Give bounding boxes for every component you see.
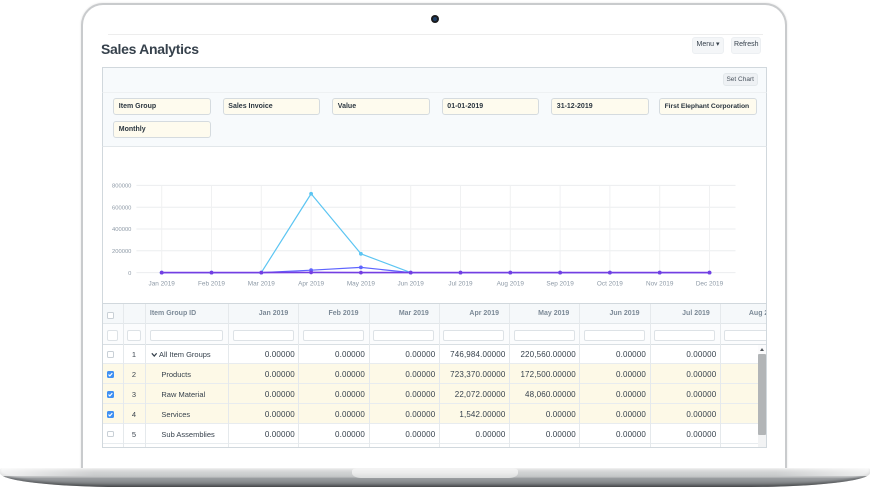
svg-text:400000: 400000 — [112, 227, 131, 233]
svg-text:Jul 2019: Jul 2019 — [448, 281, 473, 288]
svg-text:Dec 2019: Dec 2019 — [695, 281, 723, 288]
svg-text:Jan 2019: Jan 2019 — [148, 281, 175, 288]
svg-text:Sep 2019: Sep 2019 — [546, 281, 574, 288]
svg-text:Feb 2019: Feb 2019 — [197, 281, 224, 288]
svg-text:600000: 600000 — [112, 205, 131, 211]
svg-text:Nov 2019: Nov 2019 — [646, 281, 674, 288]
svg-text:Aug 2019: Aug 2019 — [496, 281, 524, 288]
svg-text:200000: 200000 — [112, 249, 131, 255]
svg-text:Apr 2019: Apr 2019 — [298, 281, 324, 288]
svg-text:Mar 2019: Mar 2019 — [247, 281, 274, 288]
svg-text:Jun 2019: Jun 2019 — [397, 281, 424, 288]
svg-text:800000: 800000 — [112, 184, 131, 190]
svg-text:May 2019: May 2019 — [346, 281, 375, 288]
svg-text:0: 0 — [128, 271, 131, 277]
svg-text:Oct 2019: Oct 2019 — [596, 281, 622, 288]
